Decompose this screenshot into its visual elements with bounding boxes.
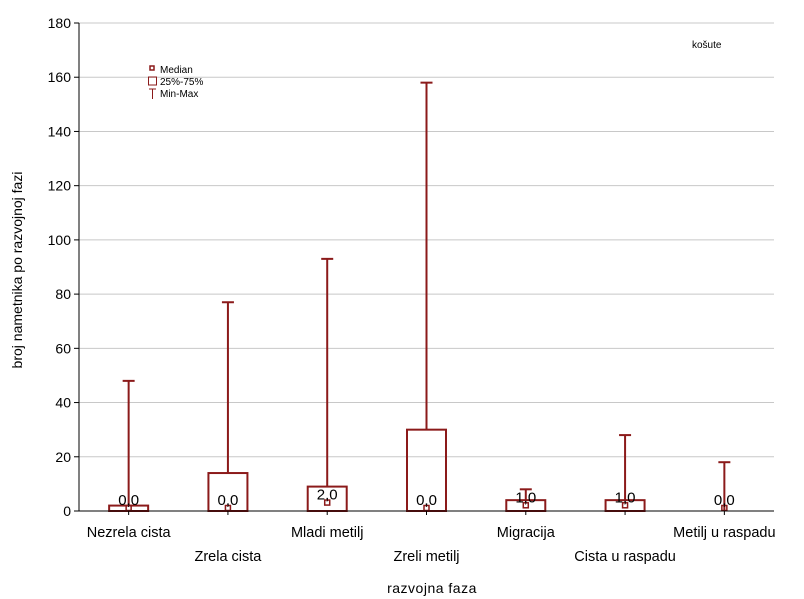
median-value-label: 0,0	[217, 492, 238, 509]
median-value-label: 0,0	[416, 492, 437, 509]
box-group: 1,0	[505, 488, 547, 512]
box-group: 0,0	[714, 461, 735, 512]
x-category-label: Nezrela cista	[87, 525, 172, 541]
median-marker	[323, 499, 331, 506]
y-tick-label: 0	[63, 503, 71, 519]
box-group: 2,0	[306, 257, 348, 513]
box-group: 0,0	[108, 379, 150, 513]
median-marker	[522, 502, 530, 509]
y-tick-label: 140	[48, 123, 72, 139]
y-axis-title: broj nametnika po razvojnoj fazi	[9, 172, 25, 369]
y-tick-label: 160	[48, 69, 72, 85]
box-group: 0,0	[406, 81, 447, 512]
median-marker	[621, 502, 629, 509]
x-category-label: Zrela cista	[194, 549, 262, 565]
legend-item-iqr: 25%-75%	[148, 76, 203, 88]
box-series: 0,0 0,0 2,0 0,0 1,0 1,0 0,0	[108, 81, 735, 513]
x-category-label: Migracija	[497, 525, 556, 541]
box-group: 1,0	[604, 434, 646, 512]
legend-iqr-label: 25%-75%	[160, 77, 203, 88]
x-category-label: Cista u raspadu	[574, 549, 676, 565]
x-axis-categories: Nezrela cista Zrela cista Mladi metilj Zrel…	[87, 511, 776, 565]
annotation-label: košute	[692, 40, 722, 51]
legend-median-marker	[149, 65, 155, 71]
y-tick-label: 40	[55, 395, 71, 411]
x-axis-title: razvojna faza	[387, 580, 477, 596]
y-tick-label: 20	[55, 449, 71, 465]
box-group: 0,0	[207, 301, 249, 512]
legend: Median 25%-75% Min-Max	[148, 65, 203, 100]
y-tick-label: 120	[48, 178, 72, 194]
y-tick-label: 100	[48, 232, 72, 248]
legend-range-label: Min-Max	[160, 89, 198, 100]
legend-item-range: Min-Max	[149, 88, 198, 100]
median-value-label: 2,0	[317, 487, 338, 504]
x-category-label: Metilj u raspadu	[673, 525, 775, 541]
median-value-label: 0,0	[714, 492, 735, 509]
x-category-label: Mladi metilj	[291, 525, 364, 541]
legend-median-label: Median	[160, 65, 193, 76]
y-tick-label: 180	[48, 15, 72, 31]
legend-box-marker	[148, 76, 157, 86]
median-value-label: 1,0	[515, 489, 536, 506]
median-value-label: 0,0	[118, 492, 139, 509]
y-tick-label: 80	[55, 286, 71, 302]
y-tick-label: 60	[55, 340, 71, 356]
x-category-label: Zreli metilj	[393, 549, 459, 565]
y-axis-ticks: 0 20 40 60 80 100 120 140 160 180	[48, 15, 79, 519]
legend-item-median: Median	[149, 65, 193, 76]
median-value-label: 1,0	[615, 489, 636, 506]
